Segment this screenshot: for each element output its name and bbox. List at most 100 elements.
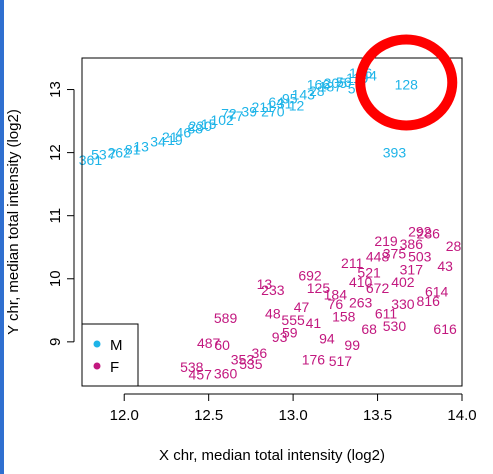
point-f-25: 286	[417, 225, 441, 241]
point-m-13: 88	[187, 121, 203, 137]
legend: M F	[81, 323, 139, 387]
point-f-30: 184	[324, 287, 348, 303]
point-f-32: 611	[375, 305, 398, 321]
point-f-5: 487	[197, 335, 221, 351]
point-m-10: 34	[150, 133, 166, 149]
y-axis-label: Y chr, median total intensity (log2)	[5, 109, 22, 335]
point-m-30: 19	[167, 132, 183, 148]
point-f-6: 60	[214, 337, 230, 353]
point-f-4: 589	[214, 310, 238, 326]
point-m-9: 13	[133, 138, 149, 154]
point-f-14: 233	[261, 282, 285, 298]
point-m-14: 15	[201, 116, 217, 132]
x-axis: 12.0 12.5 13.0 13.5 14.0	[110, 393, 477, 424]
point-f-37: 672	[366, 280, 390, 296]
point-m-27: 166	[307, 76, 331, 92]
point-f-23: 48	[265, 305, 281, 321]
point-m-12: 46	[176, 124, 192, 140]
x-axis-label: X chr, median total intensity (log2)	[159, 447, 385, 464]
point-f-20: 99	[344, 337, 360, 353]
point-f-8: 353	[231, 352, 255, 368]
plot-frame	[81, 57, 463, 387]
point-f-10: 93	[272, 329, 288, 345]
point-f-49: 555	[281, 312, 305, 328]
point-f-11: 176	[302, 352, 326, 368]
x-tick-label: 14.0	[447, 407, 476, 424]
point-f-26: 692	[298, 268, 322, 284]
point-m-5: 53	[91, 147, 107, 163]
point-f-46: 330	[391, 296, 415, 312]
point-m-28: 72	[221, 106, 237, 122]
point-f-48: 410	[349, 274, 373, 290]
point-f-38: 530	[383, 318, 407, 334]
legend-box	[81, 323, 139, 387]
y-tick-label: 12	[47, 144, 64, 161]
point-m-1: 393	[383, 145, 407, 161]
point-m-19: 64	[268, 94, 284, 110]
point-f-39: 211	[341, 255, 364, 271]
point-f-31: 263	[349, 295, 373, 311]
point-m-15: 102	[210, 112, 234, 128]
point-f-21: 41	[306, 315, 322, 331]
point-m-2: 270	[261, 104, 285, 120]
point-f-36: 94	[319, 331, 335, 347]
point-m-17: 39	[241, 104, 257, 120]
point-m-29: 230	[189, 118, 213, 134]
x-tick-label: 13.0	[279, 407, 308, 424]
point-f-18: 28	[446, 238, 462, 254]
point-f-35: 158	[332, 309, 356, 325]
point-f-33: 402	[391, 274, 415, 290]
y-tick-label: 13	[47, 81, 64, 98]
point-f-42: 125	[307, 280, 331, 296]
point-f-17: 43	[437, 258, 453, 274]
point-m-8: 262	[107, 145, 131, 161]
point-f-41: 386	[400, 236, 424, 252]
y-tick-label: 11	[47, 208, 64, 224]
x-tick-label: 12.5	[194, 407, 223, 424]
legend-label-f: F	[110, 359, 119, 376]
point-m-3: 12	[289, 97, 305, 113]
point-m-18: 211	[252, 99, 275, 115]
point-m-23: 187	[319, 78, 343, 94]
point-f-34: 317	[400, 261, 424, 277]
x-tick-label: 12.0	[110, 407, 139, 424]
point-f-2: 457	[189, 367, 213, 383]
point-m-6: 361	[79, 152, 103, 168]
point-f-15: 616	[433, 321, 457, 337]
point-f-3: 360	[214, 365, 238, 381]
point-f-13: 13	[257, 276, 273, 292]
legend-marker-f	[93, 362, 101, 370]
point-f-27: 448	[366, 249, 390, 265]
point-f-7: 36	[252, 345, 268, 361]
point-f-47: 76	[328, 296, 344, 312]
point-f-9: 535	[239, 356, 263, 372]
point-m-7: 7	[109, 146, 117, 162]
annotation-layer	[355, 34, 458, 131]
point-m-32: 205	[324, 75, 348, 91]
point-m-16: 77	[228, 108, 244, 124]
legend-label-m: M	[110, 337, 123, 354]
point-f-1: 538	[180, 359, 204, 375]
point-f-44: 503	[408, 249, 432, 265]
point-m-22: 28	[309, 83, 325, 99]
point-f-19: 614	[425, 283, 449, 299]
point-m-11: 21	[162, 129, 178, 145]
point-f-43: 68	[361, 321, 377, 337]
x-tick-label: 13.5	[363, 407, 392, 424]
y-tick-label: 10	[47, 270, 64, 287]
left-edge-strip	[0, 0, 4, 474]
point-m-31: 81	[125, 141, 141, 157]
point-f-45: 219	[374, 233, 398, 249]
point-f-12: 517	[329, 353, 353, 369]
point-f-29: 521	[357, 264, 381, 280]
point-f-28: 375	[383, 246, 407, 262]
point-m-20: 95	[282, 90, 298, 106]
point-m-33: 31	[277, 95, 293, 111]
legend-marker-m	[93, 340, 101, 348]
point-m-24: 56	[336, 74, 352, 90]
y-axis: 9 10 11 12 13	[47, 81, 75, 346]
point-f-40: 47	[294, 299, 310, 315]
